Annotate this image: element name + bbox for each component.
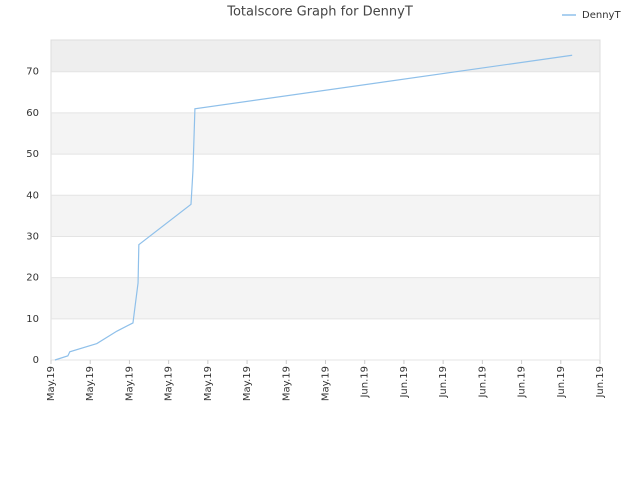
grid-band (51, 195, 600, 237)
x-tick-label: May.19 (46, 366, 57, 401)
x-tick-label: May.19 (85, 366, 96, 401)
x-tick-label: May.19 (281, 366, 292, 401)
legend-label: DennyT (582, 10, 621, 21)
x-tick-label: May.19 (321, 366, 332, 401)
y-tick-label: 0 (33, 355, 39, 366)
x-tick-label: Jun.19 (438, 366, 449, 399)
x-tick-label: Jun.19 (517, 366, 528, 399)
y-tick-label: 60 (26, 108, 39, 119)
x-tick-label: May.19 (124, 366, 135, 401)
grid-band (51, 277, 600, 319)
x-tick-label: Jun.19 (595, 366, 606, 399)
chart-title: Totalscore Graph for DennyT (226, 5, 413, 20)
x-tick-label: May.19 (242, 366, 253, 401)
y-tick-label: 70 (26, 67, 39, 78)
y-tick-label: 10 (26, 314, 39, 325)
x-tick-label: May.19 (203, 366, 214, 401)
x-tick-label: Jun.19 (360, 366, 371, 399)
y-tick-label: 20 (26, 273, 39, 284)
x-tick-label: Jun.19 (399, 366, 410, 399)
y-tick-label: 50 (26, 149, 39, 160)
y-tick-label: 40 (26, 190, 39, 201)
y-tick-label: 30 (26, 231, 39, 242)
grid-band (51, 40, 600, 72)
grid-band (51, 112, 600, 155)
x-tick-label: May.19 (164, 366, 175, 401)
line (54, 54, 573, 361)
x-tick-label: Jun.19 (556, 366, 567, 399)
x-tick-label: Jun.19 (477, 366, 488, 399)
